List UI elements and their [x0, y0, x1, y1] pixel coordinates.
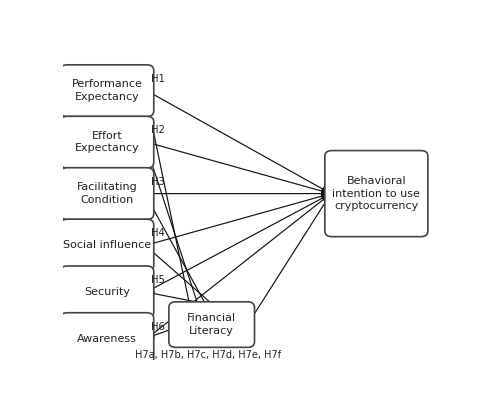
- FancyBboxPatch shape: [60, 116, 154, 168]
- FancyBboxPatch shape: [60, 219, 154, 271]
- Text: H2: H2: [152, 125, 166, 135]
- Text: H6: H6: [152, 322, 166, 332]
- Text: Social influence: Social influence: [63, 240, 151, 250]
- Text: H3: H3: [152, 177, 165, 187]
- Text: H1: H1: [152, 74, 166, 84]
- Text: Awareness: Awareness: [77, 334, 137, 343]
- FancyBboxPatch shape: [60, 65, 154, 117]
- FancyBboxPatch shape: [60, 168, 154, 220]
- Text: H5: H5: [152, 275, 166, 285]
- Text: Performance
Expectancy: Performance Expectancy: [72, 79, 142, 102]
- Text: Financial
Literacy: Financial Literacy: [187, 313, 236, 336]
- Text: Facilitating
Condition: Facilitating Condition: [76, 182, 138, 205]
- Text: Security: Security: [84, 287, 130, 297]
- FancyBboxPatch shape: [325, 151, 428, 237]
- FancyBboxPatch shape: [60, 266, 154, 318]
- FancyBboxPatch shape: [169, 302, 254, 347]
- Text: H4: H4: [152, 228, 165, 238]
- FancyBboxPatch shape: [60, 313, 154, 364]
- Text: H7a, H7b, H7c, H7d, H7e, H7f: H7a, H7b, H7c, H7d, H7e, H7f: [135, 350, 281, 360]
- Text: Behavioral
intention to use
cryptocurrency: Behavioral intention to use cryptocurren…: [332, 176, 420, 211]
- Text: Effort
Expectancy: Effort Expectancy: [74, 131, 140, 153]
